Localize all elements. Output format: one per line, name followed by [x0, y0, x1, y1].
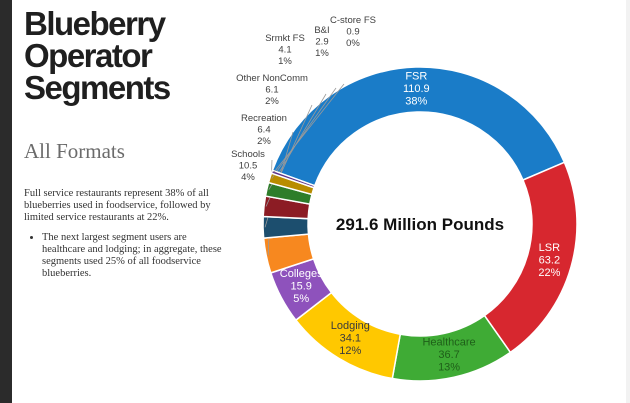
slice-label-lodging: Lodging 34.1 12% — [331, 320, 370, 357]
left-accent-bar — [0, 0, 12, 403]
slice-label-fsr: FSR 110.9 38% — [403, 71, 430, 108]
slice-recreation — [262, 215, 310, 239]
bullet-item: The next largest segment users are healt… — [42, 232, 229, 280]
slide-subtitle: All Formats — [24, 139, 125, 163]
bullet-list: The next largest segment users are healt… — [24, 232, 229, 280]
right-edge-shadow — [626, 0, 630, 403]
title-line: Blueberry — [24, 5, 166, 42]
summary-paragraph: Full service restaurants represent 38% o… — [24, 188, 211, 223]
slice-label-srmkt-fs: Srmkt FS 4.1 1% — [265, 33, 305, 67]
slice-label-lsr: LSR 63.2 22% — [538, 242, 560, 279]
slice-label-healthcare: Healthcare 36.7 13% — [422, 336, 475, 373]
slice-label-schools: Schools 10.5 4% — [231, 149, 265, 183]
slice-label-other-noncomm: Other NonComm 6.1 2% — [236, 73, 308, 107]
slice-label-colleges: Colleges 15.9 5% — [280, 268, 323, 305]
slice-lsr — [483, 161, 578, 354]
title-line: Operator — [24, 37, 153, 74]
slice-c-store-fs — [270, 169, 316, 189]
slice-fsr — [271, 66, 566, 187]
slice-label-recreation: Recreation 6.4 2% — [241, 113, 287, 147]
center-total-label: 291.6 Million Pounds — [336, 215, 504, 234]
slice-label-c-store-fs: C-store FS 0.9 0% — [330, 15, 376, 49]
slide-title: Blueberry Operator Segments — [24, 5, 224, 106]
leader-line-c-store-fs — [273, 83, 345, 173]
title-line: Segments — [24, 69, 171, 106]
body-text: Full service restaurants represent 38% o… — [24, 188, 229, 280]
leader-line-b-i — [271, 87, 337, 179]
slice-label-b-i: B&I 2.9 1% — [314, 25, 329, 59]
